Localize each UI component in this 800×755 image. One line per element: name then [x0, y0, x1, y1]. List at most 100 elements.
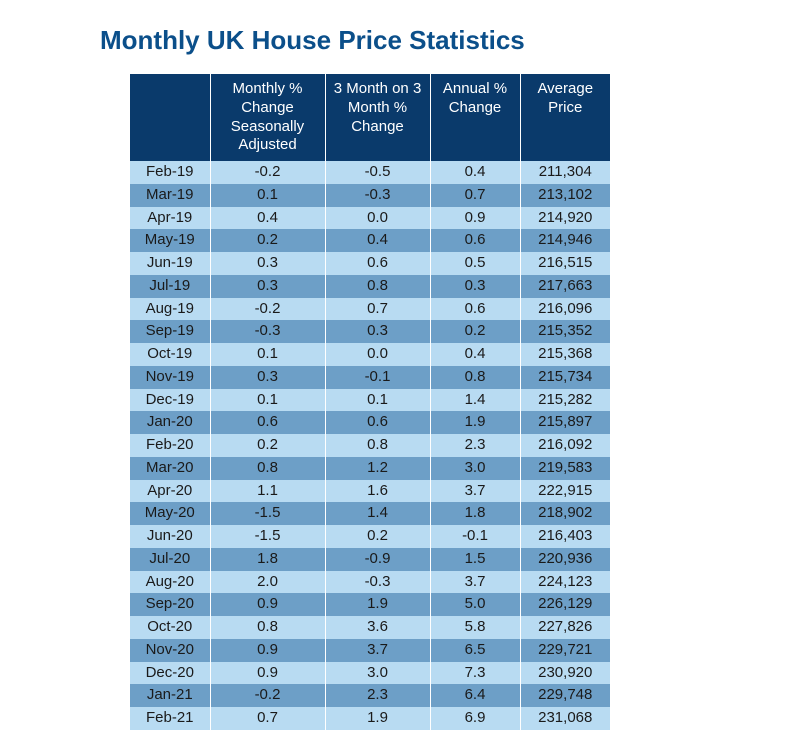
row-value-cell: -0.2	[210, 298, 325, 321]
table-row: Dec-190.10.11.4215,282	[130, 389, 610, 412]
table-row: Nov-200.93.76.5229,721	[130, 639, 610, 662]
row-value-cell: 215,282	[520, 389, 610, 412]
row-value-cell: 0.9	[210, 593, 325, 616]
row-value-cell: 0.4	[430, 343, 520, 366]
row-value-cell: 224,123	[520, 571, 610, 594]
row-value-cell: 1.8	[430, 502, 520, 525]
row-value-cell: 216,096	[520, 298, 610, 321]
row-value-cell: 0.6	[325, 252, 430, 275]
row-month-cell: May-19	[130, 229, 210, 252]
row-value-cell: 216,515	[520, 252, 610, 275]
row-value-cell: 222,915	[520, 480, 610, 503]
row-value-cell: 213,102	[520, 184, 610, 207]
row-value-cell: 7.3	[430, 662, 520, 685]
row-value-cell: 1.9	[325, 707, 430, 730]
stats-table: Monthly % Change Seasonally Adjusted3 Mo…	[130, 74, 610, 730]
row-value-cell: 1.8	[210, 548, 325, 571]
table-row: Feb-210.71.96.9231,068	[130, 707, 610, 730]
table-row: Jan-21-0.22.36.4229,748	[130, 684, 610, 707]
page-title: Monthly UK House Price Statistics	[100, 25, 750, 56]
row-value-cell: 1.4	[325, 502, 430, 525]
row-value-cell: 0.8	[325, 275, 430, 298]
row-value-cell: 0.0	[325, 207, 430, 230]
row-value-cell: 0.3	[210, 275, 325, 298]
row-month-cell: Jun-20	[130, 525, 210, 548]
row-month-cell: Apr-20	[130, 480, 210, 503]
row-value-cell: 0.7	[210, 707, 325, 730]
row-value-cell: 220,936	[520, 548, 610, 571]
row-value-cell: 0.8	[325, 434, 430, 457]
row-value-cell: -0.1	[430, 525, 520, 548]
row-value-cell: 0.2	[430, 320, 520, 343]
row-value-cell: 214,946	[520, 229, 610, 252]
row-value-cell: 0.8	[210, 616, 325, 639]
row-value-cell: 218,902	[520, 502, 610, 525]
row-month-cell: Jan-20	[130, 411, 210, 434]
row-month-cell: Apr-19	[130, 207, 210, 230]
row-value-cell: 0.6	[430, 229, 520, 252]
row-month-cell: Nov-19	[130, 366, 210, 389]
row-value-cell: 3.7	[325, 639, 430, 662]
row-value-cell: 0.4	[325, 229, 430, 252]
row-month-cell: Aug-20	[130, 571, 210, 594]
row-month-cell: May-20	[130, 502, 210, 525]
row-value-cell: 5.0	[430, 593, 520, 616]
row-value-cell: -0.2	[210, 684, 325, 707]
table-row: Apr-190.40.00.9214,920	[130, 207, 610, 230]
table-row: Dec-200.93.07.3230,920	[130, 662, 610, 685]
row-value-cell: 0.0	[325, 343, 430, 366]
table-row: Jun-20-1.50.2-0.1216,403	[130, 525, 610, 548]
row-value-cell: 0.6	[325, 411, 430, 434]
row-month-cell: Dec-19	[130, 389, 210, 412]
row-value-cell: 1.4	[430, 389, 520, 412]
table-row: Jan-200.60.61.9215,897	[130, 411, 610, 434]
row-value-cell: 0.2	[210, 434, 325, 457]
row-value-cell: -0.9	[325, 548, 430, 571]
table-header-cell: Annual % Change	[430, 74, 520, 161]
table-row: May-190.20.40.6214,946	[130, 229, 610, 252]
row-value-cell: 0.9	[210, 639, 325, 662]
row-value-cell: 3.0	[325, 662, 430, 685]
row-month-cell: Jul-19	[130, 275, 210, 298]
row-month-cell: Jul-20	[130, 548, 210, 571]
row-value-cell: 3.6	[325, 616, 430, 639]
row-value-cell: 6.9	[430, 707, 520, 730]
row-value-cell: 0.3	[210, 366, 325, 389]
table-row: Aug-19-0.20.70.6216,096	[130, 298, 610, 321]
row-value-cell: 0.3	[430, 275, 520, 298]
row-value-cell: 2.3	[430, 434, 520, 457]
table-row: Feb-200.20.82.3216,092	[130, 434, 610, 457]
table-header-cell	[130, 74, 210, 161]
table-row: Jul-201.8-0.91.5220,936	[130, 548, 610, 571]
row-value-cell: 231,068	[520, 707, 610, 730]
row-month-cell: Sep-19	[130, 320, 210, 343]
row-value-cell: 219,583	[520, 457, 610, 480]
row-value-cell: 230,920	[520, 662, 610, 685]
row-value-cell: 0.3	[210, 252, 325, 275]
row-value-cell: 2.3	[325, 684, 430, 707]
row-value-cell: 3.7	[430, 480, 520, 503]
row-value-cell: 3.7	[430, 571, 520, 594]
row-value-cell: 0.2	[210, 229, 325, 252]
row-value-cell: 0.1	[210, 184, 325, 207]
table-row: Jul-190.30.80.3217,663	[130, 275, 610, 298]
row-value-cell: -1.5	[210, 502, 325, 525]
row-value-cell: 0.9	[430, 207, 520, 230]
row-value-cell: -1.5	[210, 525, 325, 548]
row-value-cell: 0.1	[325, 389, 430, 412]
table-row: Oct-200.83.65.8227,826	[130, 616, 610, 639]
row-month-cell: Jan-21	[130, 684, 210, 707]
row-value-cell: 0.1	[210, 343, 325, 366]
row-value-cell: -0.2	[210, 161, 325, 184]
row-value-cell: 1.6	[325, 480, 430, 503]
table-row: Mar-190.1-0.30.7213,102	[130, 184, 610, 207]
row-value-cell: 227,826	[520, 616, 610, 639]
row-month-cell: Mar-19	[130, 184, 210, 207]
row-value-cell: 0.4	[430, 161, 520, 184]
row-value-cell: 0.6	[430, 298, 520, 321]
row-month-cell: Dec-20	[130, 662, 210, 685]
row-value-cell: 0.7	[430, 184, 520, 207]
row-value-cell: 0.4	[210, 207, 325, 230]
table-header-cell: Monthly % Change Seasonally Adjusted	[210, 74, 325, 161]
row-value-cell: 0.5	[430, 252, 520, 275]
